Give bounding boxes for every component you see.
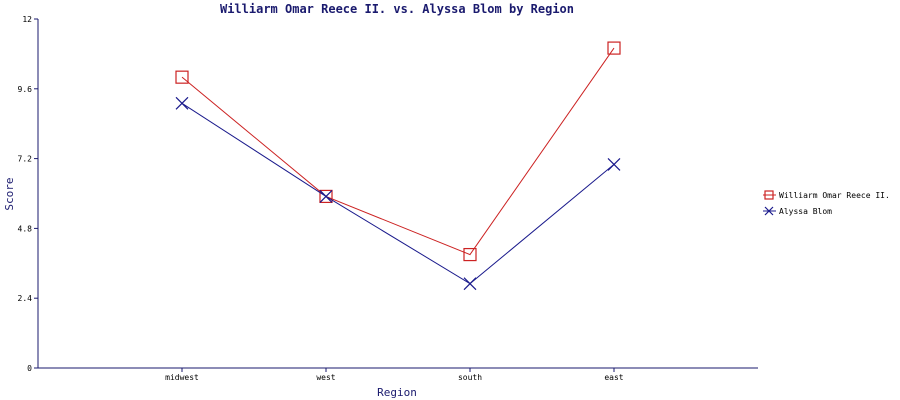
series-line xyxy=(181,102,615,285)
legend-item: Williarm Omar Reece II. xyxy=(763,190,890,200)
legend-marker xyxy=(764,206,774,216)
data-point xyxy=(319,189,333,204)
x-tick-label: midwest xyxy=(165,373,199,382)
data-point xyxy=(607,41,621,55)
y-tick-label: 7.2 xyxy=(18,155,33,164)
data-point xyxy=(607,157,621,171)
legend-item: Alyssa Blom xyxy=(763,206,832,216)
y-tick-label: 4.8 xyxy=(18,224,33,233)
y-ticks: 0 2.4 4.8 7.2 9.6 12 xyxy=(18,15,38,373)
data-point xyxy=(319,189,333,203)
y-tick-label: 0 xyxy=(27,364,32,373)
x-tick-label: south xyxy=(458,373,482,382)
x-tick-label: west xyxy=(316,373,335,382)
series-line xyxy=(181,47,615,256)
x-axis-label: Region xyxy=(377,386,417,399)
y-tick-label: 9.6 xyxy=(18,85,33,94)
series-blom xyxy=(175,96,621,291)
data-point xyxy=(463,247,477,262)
legend: Williarm Omar Reece II. Alyssa Blom xyxy=(763,190,890,216)
legend-label: Alyssa Blom xyxy=(779,207,832,216)
data-point xyxy=(175,96,189,110)
x-tick-label: east xyxy=(604,373,623,382)
y-axis-label: Score xyxy=(3,177,16,210)
legend-marker xyxy=(764,190,774,200)
legend-label: Williarm Omar Reece II. xyxy=(779,191,890,200)
series-reece xyxy=(175,41,621,262)
data-point xyxy=(175,70,189,84)
x-ticks: midwest west south east xyxy=(165,368,624,382)
series-layer xyxy=(175,41,621,291)
y-tick-label: 12 xyxy=(22,15,32,24)
chart-title: Williarm Omar Reece II. vs. Alyssa Blom … xyxy=(220,2,574,16)
data-point xyxy=(463,277,477,291)
y-tick-label: 2.4 xyxy=(18,294,33,303)
